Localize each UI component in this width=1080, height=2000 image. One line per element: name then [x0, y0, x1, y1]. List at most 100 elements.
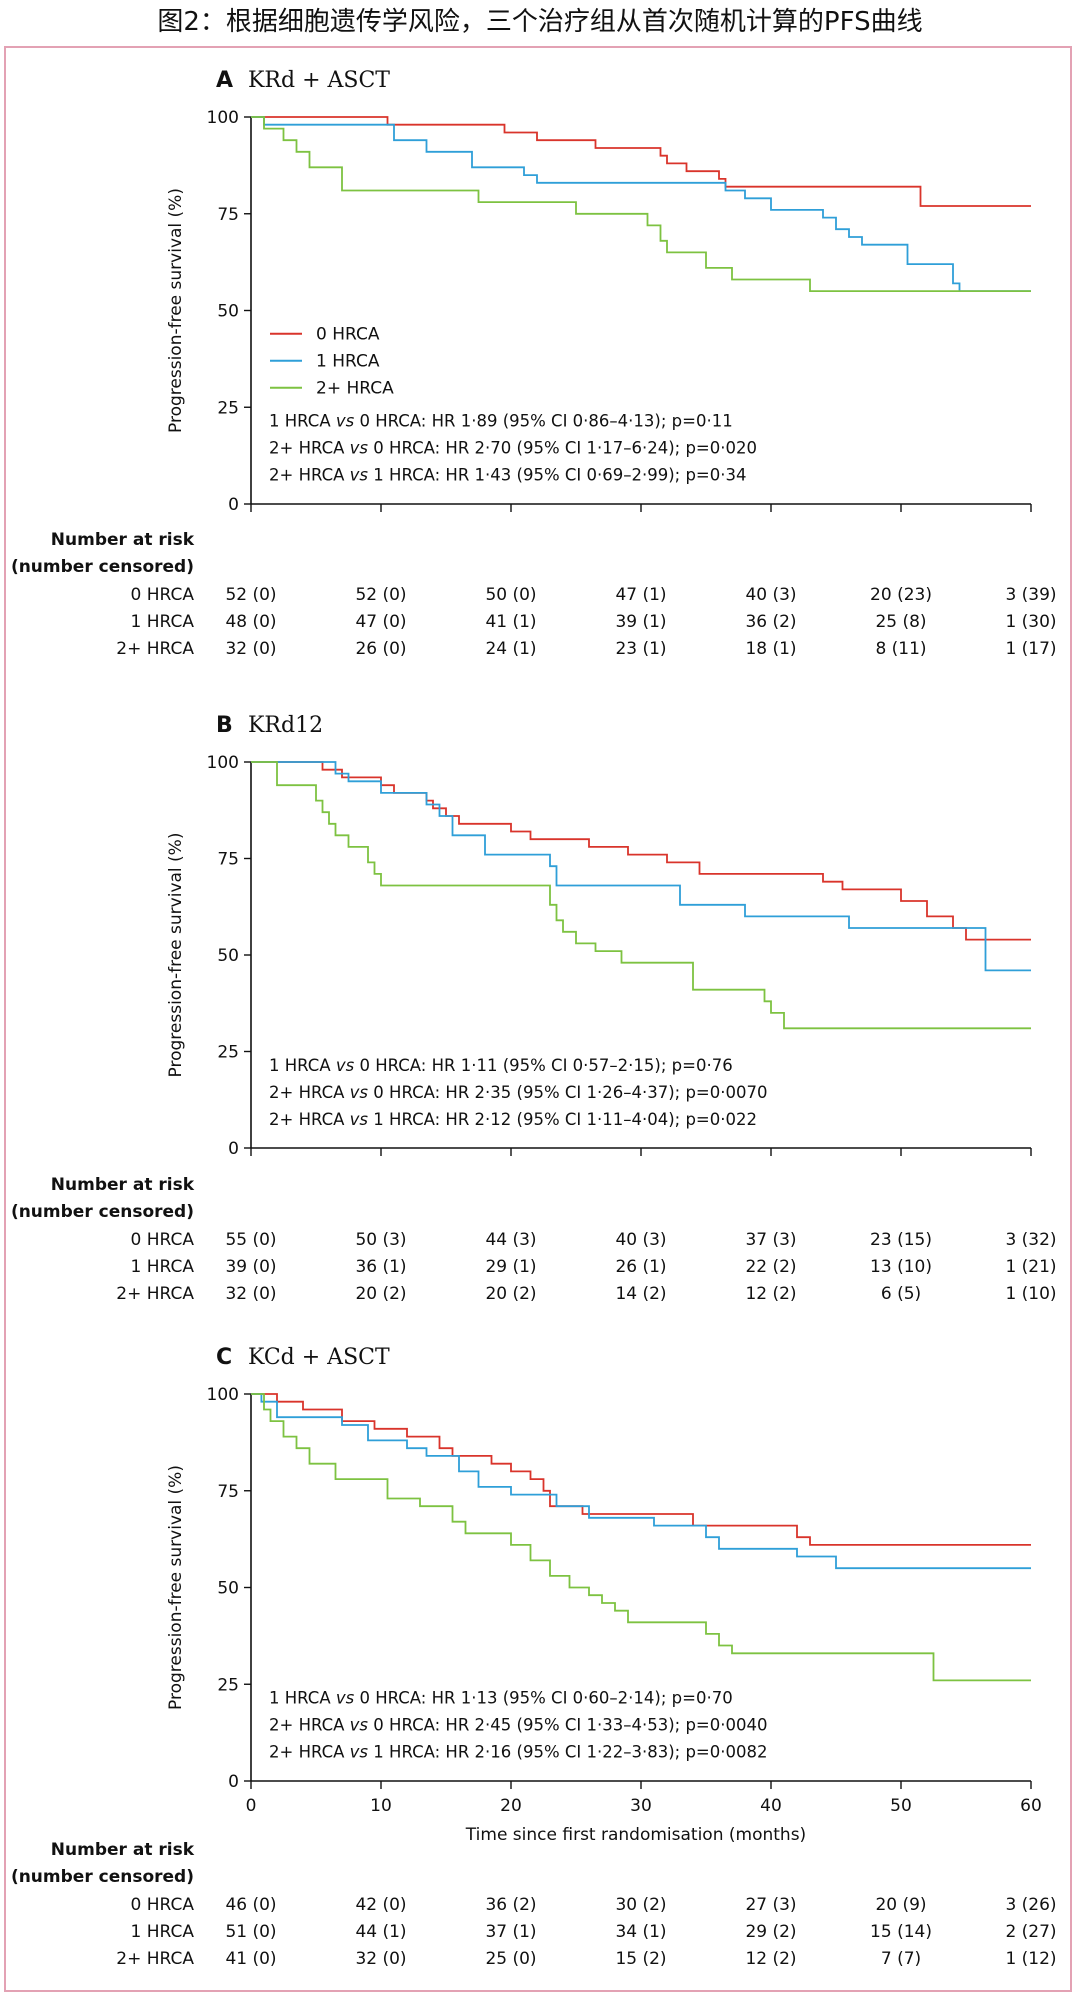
- curve-0-hrca: [251, 1393, 1031, 1546]
- risk-value: 1 (30): [1005, 612, 1056, 632]
- x-tick-label: 0: [246, 1796, 257, 1816]
- curve-2-hrca: [251, 1393, 1031, 1682]
- risk-value: 13 (10): [870, 1257, 932, 1277]
- risk-value: 1 (12): [1005, 1949, 1056, 1969]
- panel-c: C KCd + ASCT 0 25 50 75 100 0 10 20 30 40 50 60 Progre…: [11, 1345, 1057, 1969]
- risk-value: 20 (2): [355, 1284, 406, 1304]
- risk-value: 15 (2): [615, 1949, 666, 1969]
- x-tick-label: 50: [890, 1796, 912, 1816]
- risk-value: 42 (0): [355, 1895, 406, 1915]
- risk-value: 20 (2): [485, 1284, 536, 1304]
- legend-label: 1 HRCA: [316, 352, 380, 372]
- risk-value: 2 (27): [1005, 1922, 1056, 1942]
- curve-2-hrca: [251, 116, 1031, 293]
- risk-subheader: (number censored): [11, 557, 194, 577]
- risk-value: 23 (15): [870, 1230, 932, 1250]
- curve-2-hrca: [251, 761, 1031, 1030]
- risk-value: 32 (0): [355, 1949, 406, 1969]
- hr-annotation: 2+ HRCA vs 0 HRCA: HR 2·35 (95% CI 1·26–…: [269, 1083, 768, 1102]
- risk-value: 29 (2): [745, 1922, 796, 1942]
- risk-row-label: 1 HRCA: [131, 612, 195, 632]
- y-axis-label: Progression-free survival (%): [166, 833, 186, 1078]
- risk-value: 15 (14): [870, 1922, 932, 1942]
- risk-value: 1 (21): [1005, 1257, 1056, 1277]
- x-tick-label: 40: [760, 1796, 782, 1816]
- curve-1-hrca: [251, 761, 1031, 972]
- curve-0-hrca: [251, 116, 1031, 207]
- risk-value: 50 (0): [485, 585, 536, 605]
- risk-row-label: 2+ HRCA: [116, 1949, 194, 1969]
- y-tick-label: 100: [207, 108, 239, 128]
- risk-value: 36 (2): [485, 1895, 536, 1915]
- panel-b: B KRd12 0 25 50 75 100 Progression-free surviva…: [11, 713, 1057, 1304]
- panel-a: A KRd + ASCT 0 25 50 75 100 Progression-free su…: [11, 68, 1057, 659]
- risk-value: 36 (2): [745, 612, 796, 632]
- legend-label: 2+ HRCA: [316, 379, 394, 399]
- risk-value: 24 (1): [485, 639, 536, 659]
- risk-value: 3 (39): [1005, 585, 1056, 605]
- hr-annotation: 2+ HRCA vs 0 HRCA: HR 2·45 (95% CI 1·33–…: [269, 1716, 768, 1735]
- y-tick-label: 75: [217, 205, 239, 225]
- x-tick-label: 20: [500, 1796, 522, 1816]
- risk-row-label: 2+ HRCA: [116, 1284, 194, 1304]
- y-axis-label: Progression-free survival (%): [166, 1465, 186, 1710]
- hr-annotation: 2+ HRCA vs 1 HRCA: HR 1·43 (95% CI 0·69–…: [269, 466, 747, 485]
- y-tick-label: 75: [217, 850, 239, 870]
- risk-value: 30 (2): [615, 1895, 666, 1915]
- risk-value: 18 (1): [745, 639, 796, 659]
- risk-value: 44 (1): [355, 1922, 406, 1942]
- y-tick-label: 0: [228, 495, 239, 515]
- y-tick-label: 0: [228, 1139, 239, 1159]
- risk-value: 8 (11): [875, 639, 926, 659]
- figure-title: 图2：根据细胞遗传学风险，三个治疗组从首次随机计算的PFS曲线: [157, 7, 923, 37]
- panel-letter: B: [216, 713, 233, 738]
- risk-value: 22 (2): [745, 1257, 796, 1277]
- curve-0-hrca: [251, 761, 1031, 941]
- risk-value: 41 (1): [485, 612, 536, 632]
- risk-value: 39 (0): [225, 1257, 276, 1277]
- hr-annotation: 2+ HRCA vs 1 HRCA: HR 2·12 (95% CI 1·11–…: [269, 1110, 757, 1129]
- panel-title: KRd + ASCT: [248, 68, 390, 93]
- y-tick-label: 100: [207, 1385, 239, 1405]
- risk-value: 1 (17): [1005, 639, 1056, 659]
- risk-header: Number at risk: [51, 530, 195, 550]
- hr-annotation: 1 HRCA vs 0 HRCA: HR 1·89 (95% CI 0·86–4…: [269, 412, 733, 431]
- risk-value: 50 (3): [355, 1230, 406, 1250]
- risk-value: 25 (0): [485, 1949, 536, 1969]
- legend-label: 0 HRCA: [316, 325, 380, 345]
- y-tick-label: 50: [217, 302, 239, 322]
- panel-letter: C: [216, 1345, 232, 1370]
- y-tick-label: 75: [217, 1482, 239, 1502]
- risk-value: 44 (3): [485, 1230, 536, 1250]
- curve-1-hrca: [251, 116, 1031, 293]
- hr-annotation: 1 HRCA vs 0 HRCA: HR 1·13 (95% CI 0·60–2…: [269, 1689, 733, 1708]
- risk-value: 26 (0): [355, 639, 406, 659]
- risk-value: 6 (5): [881, 1284, 921, 1304]
- risk-value: 20 (23): [870, 585, 932, 605]
- risk-value: 52 (0): [225, 585, 276, 605]
- panel-title: KRd12: [248, 713, 323, 738]
- risk-value: 55 (0): [225, 1230, 276, 1250]
- risk-value: 29 (1): [485, 1257, 536, 1277]
- risk-header: Number at risk: [51, 1840, 195, 1860]
- risk-value: 26 (1): [615, 1257, 666, 1277]
- risk-value: 48 (0): [225, 612, 276, 632]
- risk-value: 14 (2): [615, 1284, 666, 1304]
- curve-1-hrca: [251, 1393, 1031, 1570]
- risk-value: 12 (2): [745, 1284, 796, 1304]
- risk-value: 47 (1): [615, 585, 666, 605]
- risk-row-label: 0 HRCA: [131, 1230, 195, 1250]
- risk-subheader: (number censored): [11, 1202, 194, 1222]
- risk-value: 34 (1): [615, 1922, 666, 1942]
- y-tick-label: 100: [207, 753, 239, 773]
- risk-value: 39 (1): [615, 612, 666, 632]
- risk-value: 23 (1): [615, 639, 666, 659]
- risk-value: 37 (3): [745, 1230, 796, 1250]
- risk-value: 7 (7): [881, 1949, 921, 1969]
- risk-header: Number at risk: [51, 1175, 195, 1195]
- risk-value: 3 (32): [1005, 1230, 1056, 1250]
- x-tick-label: 10: [370, 1796, 392, 1816]
- risk-value: 40 (3): [745, 585, 796, 605]
- risk-value: 41 (0): [225, 1949, 276, 1969]
